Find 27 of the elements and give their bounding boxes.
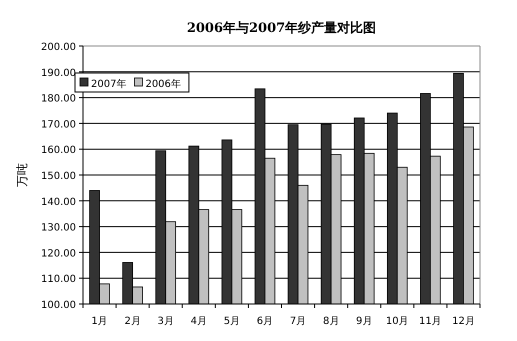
x-tick-label: 4月: [190, 316, 207, 327]
y-tick-label: 170.00: [41, 119, 76, 130]
y-tick-label: 140.00: [41, 196, 76, 208]
x-tick-label: 10月: [386, 316, 409, 327]
y-tick-label: 200.00: [41, 42, 76, 53]
x-tick-label: 3月: [158, 316, 174, 327]
legend-label: 2006年: [145, 78, 181, 90]
y-tick-label: 100.00: [41, 300, 76, 311]
x-tick-label: 5月: [224, 316, 240, 327]
x-tick-label: 7月: [290, 316, 306, 327]
chart-title: 2006年与2007年纱产量对比图: [186, 20, 376, 36]
x-tick-label: 6月: [256, 316, 274, 327]
y-axis-title: 万吨: [15, 163, 29, 187]
x-tick-label: 9月: [356, 316, 372, 327]
y-tick-label: 150.00: [41, 171, 76, 182]
y-tick-label: 120.00: [41, 248, 76, 260]
x-tick-label: 12月: [452, 316, 475, 327]
y-tick-label: 130.00: [41, 222, 76, 234]
legend-label: 2007年: [91, 78, 126, 90]
y-tick-label: 180.00: [41, 94, 76, 105]
x-tick-label: 2月: [124, 316, 141, 327]
x-tick-label: 1月: [91, 316, 108, 327]
x-tick-label: 8月: [322, 316, 340, 327]
y-tick-label: 160.00: [41, 145, 76, 156]
x-tick-label: 11月: [419, 316, 442, 327]
y-tick-label: 190.00: [41, 68, 76, 79]
y-tick-label: 110.00: [41, 274, 76, 286]
